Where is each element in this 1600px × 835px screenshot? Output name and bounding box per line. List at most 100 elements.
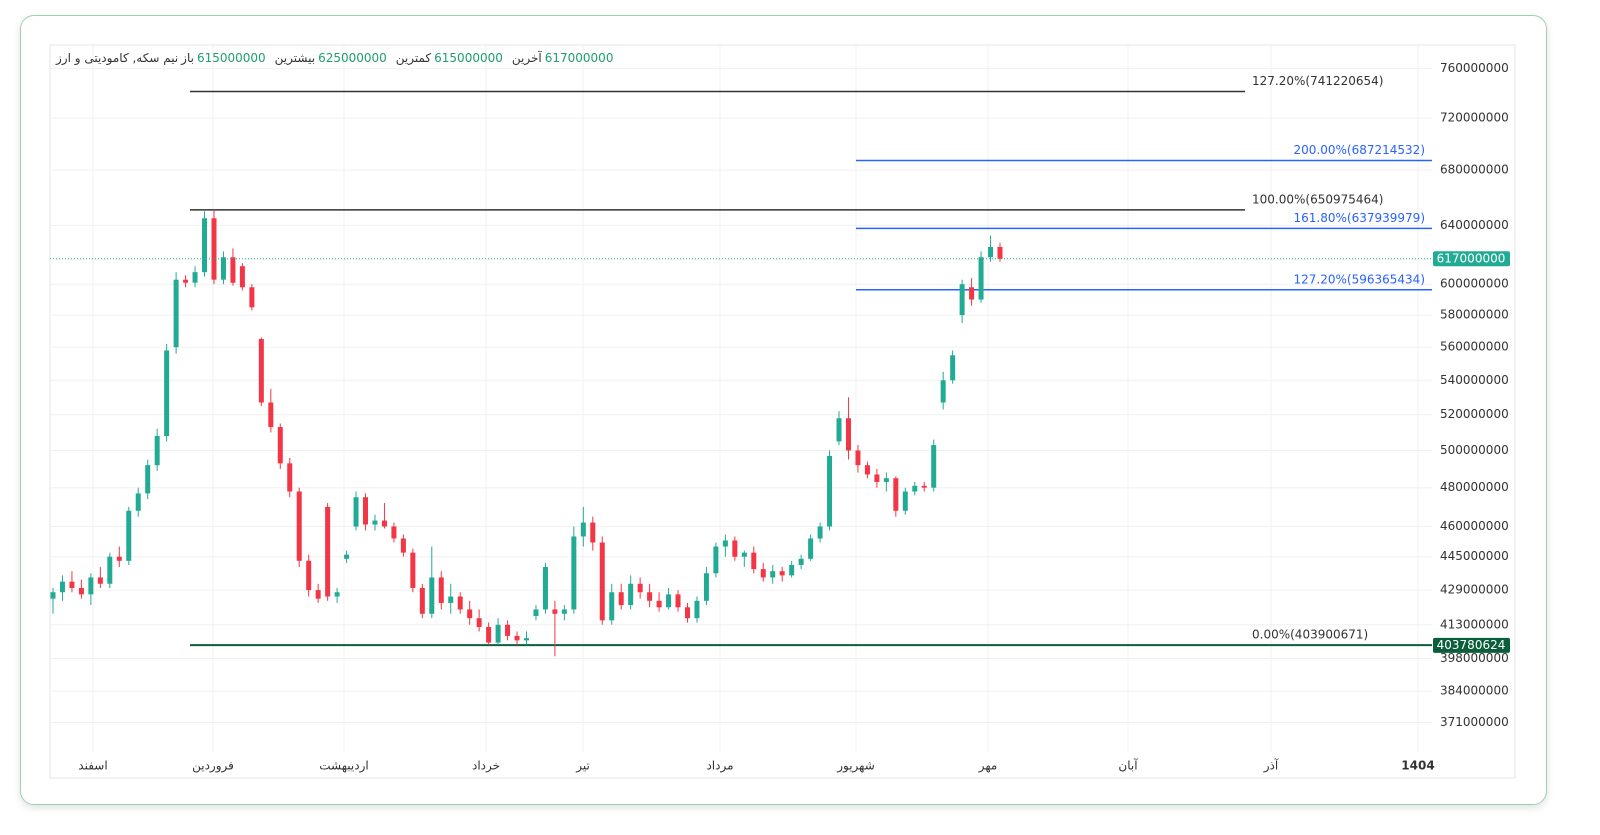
candle-body xyxy=(770,571,776,578)
y-tick-label: 640000000 xyxy=(1440,218,1509,232)
candle-body xyxy=(864,465,870,475)
candle-body xyxy=(845,418,851,451)
candle-body xyxy=(779,571,785,576)
y-tick-label: 520000000 xyxy=(1440,407,1509,421)
candle-body xyxy=(997,247,1003,259)
fib-level-label: 127.20%(596365434) xyxy=(1294,272,1425,286)
y-tick-label: 760000000 xyxy=(1440,61,1509,75)
candle-body xyxy=(220,257,226,280)
candle-body xyxy=(325,506,331,597)
header: نیم سکه, کامودیتی و ارز باز 615000000 بیشت… xyxy=(56,51,619,65)
candle-body xyxy=(258,339,264,403)
candle-body xyxy=(836,418,842,442)
y-tick-label: 720000000 xyxy=(1440,110,1509,124)
candle-body xyxy=(78,587,84,595)
candle-body xyxy=(675,594,681,608)
candle-body xyxy=(50,592,56,599)
candle-body xyxy=(817,526,823,539)
candle-body xyxy=(145,465,151,494)
candle-body xyxy=(107,556,113,584)
candle-body xyxy=(457,596,463,610)
candle-body xyxy=(722,540,728,547)
x-tick-label: مهر xyxy=(978,759,998,774)
candle-body xyxy=(353,497,359,527)
x-tick-label: اسفند xyxy=(78,759,107,773)
x-tick-label: فروردین xyxy=(192,759,234,774)
candle-body xyxy=(381,520,387,527)
header-value: 615000000 xyxy=(196,51,266,65)
y-tick-label: 398000000 xyxy=(1440,651,1509,665)
x-tick-label: 1404 xyxy=(1401,759,1434,773)
candle-body xyxy=(618,592,624,606)
header-label: باز xyxy=(181,51,194,65)
candle-body xyxy=(713,546,719,574)
candle-body xyxy=(164,350,170,436)
candle-body xyxy=(154,435,160,466)
candle-body xyxy=(921,485,927,488)
plot-frame xyxy=(49,44,1516,779)
y-tick-label: 580000000 xyxy=(1440,308,1509,322)
candle-body xyxy=(334,592,340,597)
candle-body xyxy=(827,455,833,527)
candle-body xyxy=(684,607,690,619)
candle-body xyxy=(230,257,236,283)
fib-level-label: 100.00%(650975464) xyxy=(1252,192,1383,206)
low-price-label: 403780624 xyxy=(1437,638,1506,652)
candle-body xyxy=(268,402,274,428)
candle-body xyxy=(609,592,615,621)
candle-body xyxy=(486,626,492,643)
candle-body xyxy=(883,478,889,483)
candle-body xyxy=(467,609,473,619)
candle-body xyxy=(419,587,425,614)
candle-body xyxy=(173,279,179,348)
candle-body xyxy=(116,556,122,561)
header-value: 625000000 xyxy=(318,51,387,65)
fib-level-label: 161.80%(637939979) xyxy=(1294,211,1425,225)
candle-body xyxy=(429,577,435,614)
x-tick-label: خرداد xyxy=(472,759,500,774)
candle-body xyxy=(239,266,245,288)
candle-body xyxy=(126,510,132,561)
candle-body xyxy=(296,491,302,561)
symbol-title: نیم سکه, کامودیتی و ارز xyxy=(56,51,179,65)
candle-body xyxy=(855,450,861,466)
x-tick-label: اردیبهشت xyxy=(319,759,368,774)
y-tick-label: 413000000 xyxy=(1440,617,1509,631)
candle-body xyxy=(202,218,208,273)
header-label: آخرین xyxy=(511,51,542,65)
candle-body xyxy=(476,618,482,627)
candle-body xyxy=(97,577,103,584)
last-price-box xyxy=(1433,251,1510,267)
candle-body xyxy=(874,474,880,483)
candle-body xyxy=(344,554,350,559)
candle-body xyxy=(277,427,283,464)
candle-body xyxy=(514,635,520,641)
candle-body xyxy=(533,609,539,616)
candle-body xyxy=(135,493,141,511)
candle-body xyxy=(287,463,293,492)
candle-body xyxy=(315,590,321,599)
card xyxy=(20,15,1547,805)
candle-body xyxy=(666,594,672,608)
candle-body xyxy=(694,600,700,619)
y-tick-label: 560000000 xyxy=(1440,340,1509,354)
candle-body xyxy=(448,596,454,603)
candle-body xyxy=(524,638,529,641)
candle-body xyxy=(542,567,548,610)
header-value: 617000000 xyxy=(544,51,614,65)
candle-body xyxy=(438,577,444,603)
candle-body xyxy=(59,581,65,593)
candle-body xyxy=(590,522,596,543)
y-tick-label: 445000000 xyxy=(1440,549,1509,563)
candle-body xyxy=(372,520,378,525)
candle-body xyxy=(656,600,662,608)
candle-body xyxy=(940,380,946,403)
candle-body xyxy=(741,552,747,557)
candle-body xyxy=(306,560,312,591)
candle-body xyxy=(789,564,795,576)
x-tick-label: شهریور xyxy=(836,759,875,774)
candle-body xyxy=(183,279,189,283)
low-price-box xyxy=(1433,637,1510,653)
candle-body xyxy=(798,558,804,565)
